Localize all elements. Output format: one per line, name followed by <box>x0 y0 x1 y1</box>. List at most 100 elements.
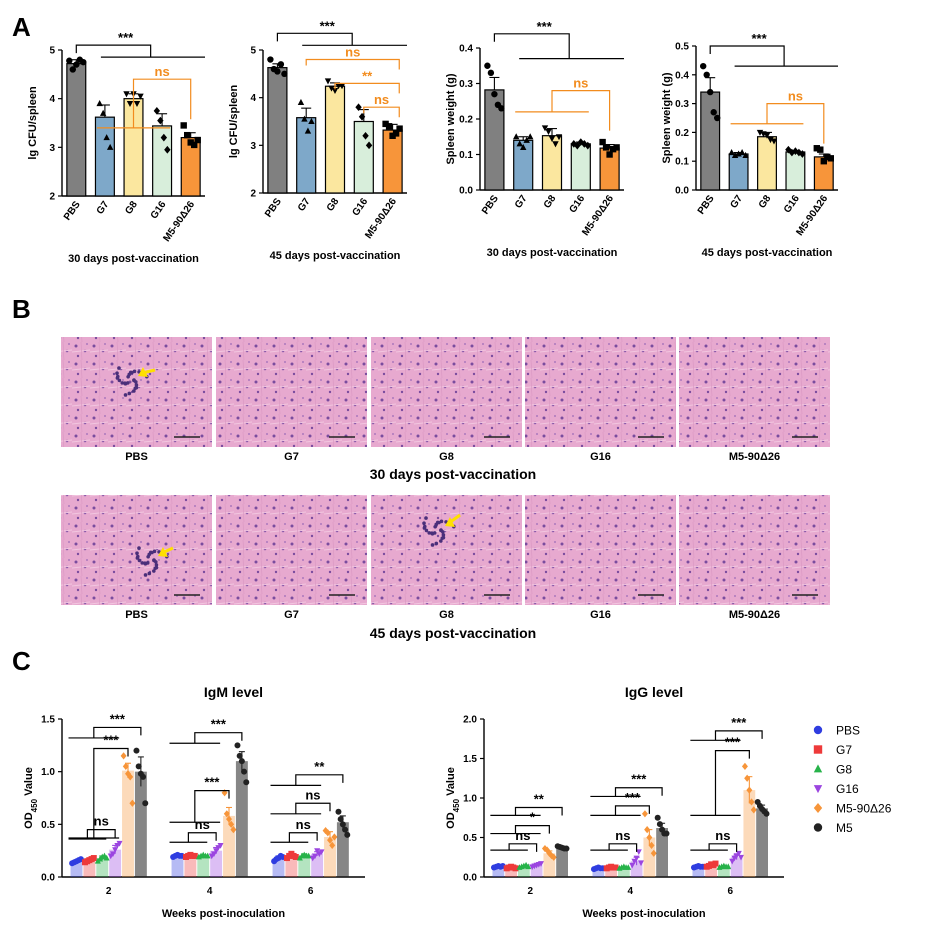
data-point <box>322 827 329 835</box>
data-point <box>223 810 230 818</box>
data-point <box>513 133 520 140</box>
y-tick-label: 0.3 <box>459 79 473 90</box>
lesion-cell <box>150 550 154 555</box>
x-tick-label: 2 <box>527 886 533 897</box>
data-point <box>813 145 820 152</box>
y-tick-label: 1.0 <box>41 767 55 778</box>
sig-bracket <box>614 805 650 816</box>
micrograph-r1-3 <box>525 337 676 447</box>
sig-bracket <box>709 45 785 67</box>
data-point <box>157 116 164 125</box>
data-point <box>297 98 305 105</box>
sig-label: ns <box>155 64 170 79</box>
data-point <box>126 100 134 108</box>
data-point <box>184 131 191 139</box>
sig-bracket <box>93 726 142 738</box>
sig-bracket <box>276 32 353 46</box>
bar-PBS <box>592 868 605 877</box>
x-tick-label: G8 <box>123 199 140 217</box>
data-point <box>817 146 824 153</box>
data-point <box>785 145 792 154</box>
data-point <box>238 758 245 765</box>
data-point <box>392 130 400 137</box>
data-point <box>599 138 606 146</box>
data-point <box>365 141 373 150</box>
data-point <box>226 815 233 823</box>
data-point <box>638 860 645 867</box>
data-point <box>641 810 648 818</box>
legend-label: G8 <box>836 763 852 777</box>
data-point <box>574 141 581 150</box>
data-point <box>635 849 642 856</box>
sig-label: *** <box>110 711 126 726</box>
bar-G7 <box>728 153 749 191</box>
data-point <box>550 853 557 861</box>
data-point <box>230 826 237 834</box>
bar-G7 <box>296 117 317 194</box>
y-tick-label: 1.0 <box>463 794 477 805</box>
sig-label: *** <box>537 19 553 34</box>
chart-igg-level: 0.0 0.5 1.0 1.5 2.0 OD450 Value IgG level Weeks… <box>445 684 784 920</box>
bar-PBS <box>272 858 285 877</box>
sig-label: *** <box>320 18 336 33</box>
bar-M5 <box>656 828 668 877</box>
lesion-cell <box>145 561 150 565</box>
lesion-cell <box>127 391 132 396</box>
bar-M5 <box>336 822 349 877</box>
bar-G8 <box>617 867 630 877</box>
x-axis-label: Weeks post-inoculation <box>582 908 706 920</box>
bar-G7 <box>184 855 197 877</box>
sig-bracket <box>305 58 400 70</box>
data-point <box>396 125 403 132</box>
sig-bracket <box>363 106 400 118</box>
y-tick-label: 2 <box>49 192 55 203</box>
sig-label: ** <box>534 791 545 806</box>
y-axis-label: Spleen weight (g) <box>445 73 457 164</box>
data-point <box>714 114 721 122</box>
lesion-cell <box>437 520 441 525</box>
bar-M5-90Δ26 <box>643 837 656 877</box>
sig-bracket <box>508 843 538 852</box>
data-point <box>629 862 636 869</box>
data-point <box>153 106 161 115</box>
data-point <box>133 100 141 108</box>
bar-PBS <box>692 866 705 877</box>
micrograph-label: G16 <box>590 609 611 621</box>
data-point <box>824 153 831 161</box>
bar-G16 <box>210 850 223 877</box>
data-point <box>274 68 281 75</box>
micrograph-r2-4 <box>679 495 830 605</box>
data-point <box>329 841 336 849</box>
lesion-cell <box>133 386 138 391</box>
micrograph-r1-1 <box>216 337 367 447</box>
data-point <box>127 773 134 781</box>
lesion-cell <box>120 381 125 385</box>
data-point <box>729 858 736 865</box>
data-point <box>748 798 755 806</box>
sig-bracket <box>187 832 217 843</box>
bar-M5-90Δ26 <box>324 836 336 877</box>
y-axis-label: OD450 Value <box>445 767 461 829</box>
bar-G8 <box>298 855 311 877</box>
x-axis-label: Weeks post-inoculation <box>162 908 286 920</box>
data-point <box>243 779 250 786</box>
bar-PBS <box>700 91 721 191</box>
y-label-sub: 450 <box>452 798 461 812</box>
y-tick-label: 0.0 <box>463 873 477 884</box>
micrograph-label: G7 <box>284 451 299 463</box>
data-point <box>90 855 97 862</box>
bar-G7 <box>94 116 115 197</box>
data-point <box>103 854 110 861</box>
sig-label: ns <box>515 828 530 843</box>
lesion-cell <box>117 366 121 370</box>
y-axis-label: Spleen weight (g) <box>661 72 673 163</box>
lesion-cell <box>135 551 139 556</box>
lesion-cell <box>439 539 443 543</box>
legend-label: M5 <box>836 821 853 835</box>
y-label-sub: 450 <box>30 798 39 812</box>
data-point <box>311 853 318 860</box>
sig-label: *** <box>103 732 119 747</box>
data-point <box>541 125 549 132</box>
lesion-cell <box>117 378 122 383</box>
data-point <box>228 820 235 828</box>
